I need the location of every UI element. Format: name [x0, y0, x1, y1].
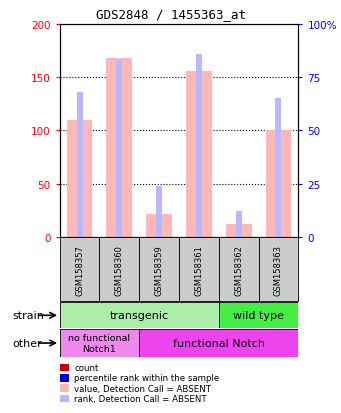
Text: no functional
Notch1: no functional Notch1	[69, 333, 131, 353]
Bar	[60, 303, 219, 328]
Bar	[219, 237, 258, 301]
Text: other: other	[12, 338, 42, 348]
Text: functional Notch: functional Notch	[173, 338, 265, 348]
Bar	[196, 55, 202, 237]
Bar	[276, 99, 281, 237]
Bar	[60, 329, 139, 357]
Text: count: count	[74, 363, 99, 372]
Bar	[266, 131, 292, 237]
Text: GSM158357: GSM158357	[75, 244, 84, 295]
Bar	[60, 237, 100, 301]
Bar	[100, 237, 139, 301]
Text: GSM158361: GSM158361	[194, 244, 204, 295]
Bar	[219, 303, 298, 328]
Bar	[66, 121, 92, 237]
Bar	[186, 71, 212, 237]
Text: rank, Detection Call = ABSENT: rank, Detection Call = ABSENT	[74, 394, 207, 403]
Bar	[106, 59, 132, 237]
Bar	[116, 61, 122, 237]
Bar	[139, 237, 179, 301]
Text: transgenic: transgenic	[110, 311, 169, 320]
Bar	[226, 225, 252, 237]
Text: GDS2848 / 1455363_at: GDS2848 / 1455363_at	[95, 8, 246, 21]
Text: GSM158359: GSM158359	[154, 244, 164, 295]
Text: GSM158362: GSM158362	[234, 244, 243, 295]
Text: wild type: wild type	[233, 311, 284, 320]
Bar	[77, 93, 83, 237]
Bar	[139, 329, 298, 357]
Text: percentile rank within the sample: percentile rank within the sample	[74, 373, 220, 382]
Text: strain: strain	[12, 311, 44, 320]
Text: GSM158360: GSM158360	[115, 244, 124, 295]
Bar	[156, 186, 162, 237]
Text: value, Detection Call = ABSENT: value, Detection Call = ABSENT	[74, 384, 211, 393]
Bar	[146, 214, 172, 237]
Bar	[258, 237, 298, 301]
Bar	[179, 237, 219, 301]
Text: GSM158363: GSM158363	[274, 244, 283, 295]
Bar	[236, 212, 242, 237]
